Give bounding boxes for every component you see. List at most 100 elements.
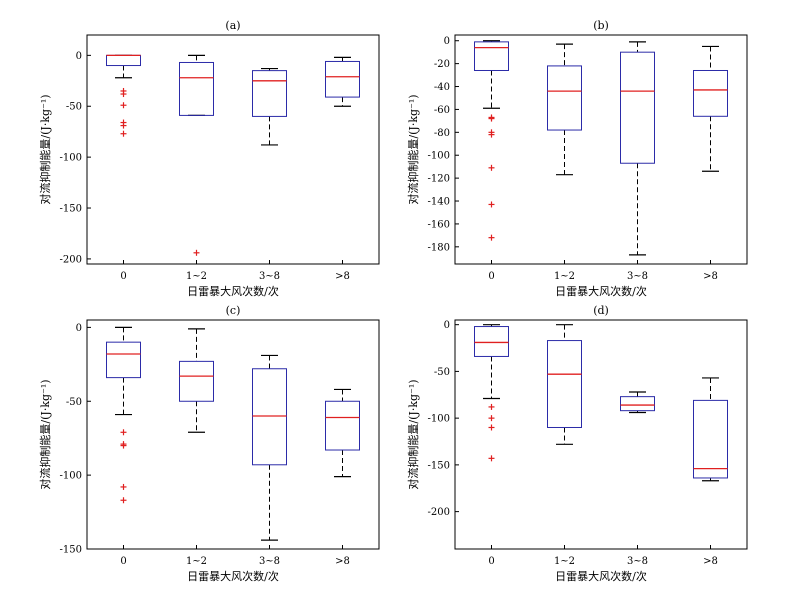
x-tick-label: >8 [335,271,350,282]
outlier-marker [488,201,495,208]
outlier-marker [488,131,495,138]
outlier-marker [120,102,127,109]
outlier-marker [120,483,127,490]
iqr-box [106,54,141,67]
x-tick-label: 1~2 [186,556,207,567]
iqr-box [547,65,582,131]
box-4 [325,56,360,107]
chart-title: (b) [593,19,609,32]
plot-frame [454,34,748,265]
y-tick-label: -160 [428,219,450,230]
x-tick-label: 0 [120,556,126,567]
box-2 [547,324,582,445]
y-tick-label: -100 [60,471,82,482]
iqr-box [547,340,582,428]
outlier-marker [120,497,127,504]
y-tick-label: -150 [428,460,450,471]
y-tick-label: -60 [434,105,450,116]
x-tick-label: >8 [703,271,718,282]
box-2 [547,43,582,176]
box-3 [620,41,655,256]
x-tick-label: 3~8 [627,556,648,567]
x-axis-label: 日雷暴大风次数/次 [555,569,647,583]
outlier-marker [488,403,495,410]
box-1 [474,40,509,241]
y-tick-label: -50 [434,367,450,378]
x-tick-label: 1~2 [554,556,575,567]
x-tick-label: 3~8 [259,271,280,282]
iqr-box [620,51,655,164]
outlier-marker [488,455,495,462]
box-1 [106,326,141,504]
chart-title: (c) [226,304,241,317]
y-tick-label: -200 [428,507,450,518]
y-tick-label: -80 [434,128,450,139]
iqr-box [325,400,360,451]
iqr-box [179,61,214,116]
y-tick-label: -140 [428,197,450,208]
y-tick-label: -20 [434,59,450,70]
outlier-marker [488,424,495,431]
chart-panel-4: (d) 0 -50 -100 -150 -200 0 1~2 3~8 >8 日雷暴大风次数/次 对流抑… [406,304,748,583]
iqr-box [474,326,509,357]
y-axis-label: 对流抑制能量/(J·kg⁻¹) [38,379,52,489]
x-tick-label: 3~8 [627,271,648,282]
box-3 [252,354,287,541]
iqr-box [693,399,728,479]
y-tick-label: -50 [66,102,82,113]
y-tick-label: -40 [434,82,450,93]
iqr-box [252,368,287,466]
y-tick-label: -150 [60,545,82,556]
y-tick-label: 0 [76,51,82,62]
x-axis-label: 日雷暴大风次数/次 [187,284,279,298]
y-tick-label: -50 [66,397,82,408]
outlier-marker [120,442,127,449]
x-tick-label: 0 [488,556,494,567]
outlier-marker [193,249,200,256]
chart-panel-1: (a) 0 -50 -100 -150 -200 0 1~2 3~8 >8 日雷暴大风次数/次 对流抑… [38,19,380,298]
plot-frame [86,319,380,550]
y-tick-label: 0 [444,36,450,47]
y-axis-label: 对流抑制能量/(J·kg⁻¹) [406,379,420,489]
iqr-box [252,70,287,117]
box-4 [693,377,728,482]
y-tick-label: -150 [60,204,82,215]
y-tick-label: -100 [428,414,450,425]
y-axis-label: 对流抑制能量/(J·kg⁻¹) [38,94,52,204]
box-1 [106,54,141,137]
outlier-marker [488,164,495,171]
y-tick-label: -200 [60,254,82,265]
y-tick-label: -120 [428,174,450,185]
chart-title: (a) [225,19,240,32]
iqr-box [474,41,509,71]
iqr-box [179,360,214,402]
iqr-box [325,60,360,98]
plot-frame [86,34,380,265]
box-3 [620,391,655,414]
iqr-box [620,396,655,412]
box-4 [325,388,360,478]
outlier-marker [488,234,495,241]
outlier-marker [120,122,127,129]
y-tick-label: 0 [444,320,450,331]
x-axis-label: 日雷暴大风次数/次 [187,569,279,583]
x-tick-label: 0 [488,271,494,282]
x-tick-label: >8 [703,556,718,567]
chart-panel-2: (b) 0 -20 -40 -60 -80 -100 -120 -140 -160 -180 0 1~2… [406,19,748,298]
outlier-marker [120,91,127,98]
outlier-marker [488,415,495,422]
y-tick-label: 0 [76,323,82,334]
chart-panel-3: (c) 0 -50 -100 -150 0 1~2 3~8 >8 日雷暴大风次数/次 对流抑制能量/… [38,304,380,583]
x-tick-label: 1~2 [554,271,575,282]
outlier-marker [488,115,495,122]
y-tick-label: -100 [60,153,82,164]
y-tick-label: -100 [428,151,450,162]
y-axis-label: 对流抑制能量/(J·kg⁻¹) [406,94,420,204]
outlier-marker [120,429,127,436]
x-tick-label: >8 [335,556,350,567]
x-tick-label: 0 [120,271,126,282]
plot-frame [454,319,748,550]
box-4 [693,45,728,172]
x-axis-label: 日雷暴大风次数/次 [555,284,647,298]
